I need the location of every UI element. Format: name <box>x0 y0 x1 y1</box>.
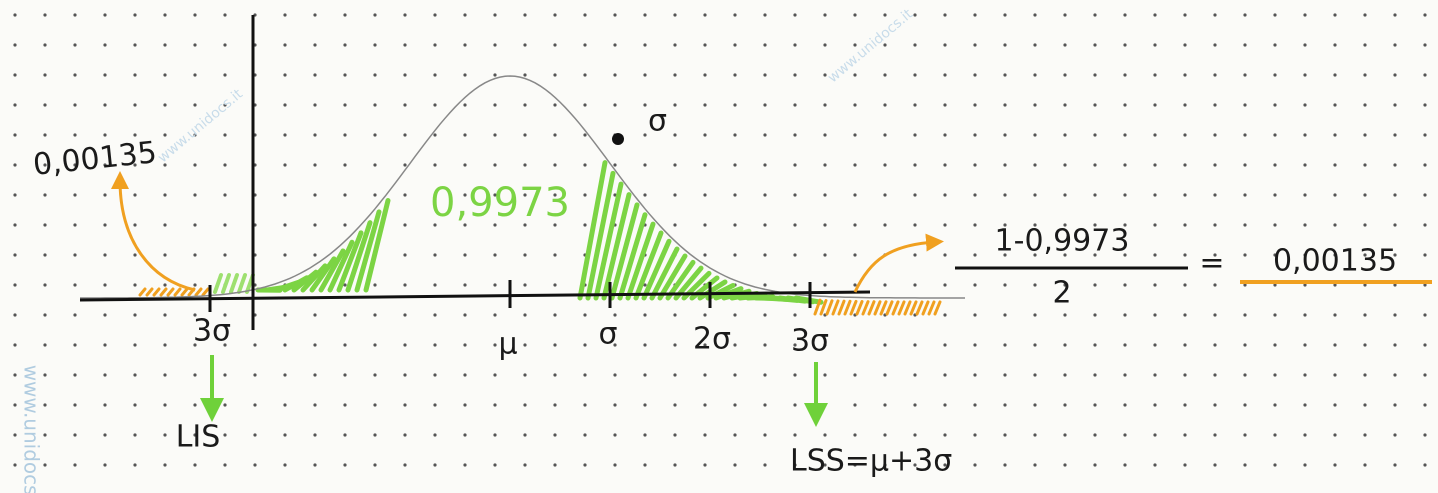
center-label: 0,9973 <box>430 180 570 226</box>
sigma-point <box>612 133 624 145</box>
sigma-point-label: σ <box>648 104 667 139</box>
axis-label: σ <box>598 317 617 352</box>
axis-label: 3σ <box>193 314 231 349</box>
axis-label: 3σ <box>791 324 829 359</box>
formula-numerator: 1-0,9973 <box>995 224 1130 259</box>
diagram: σ 0,00135 0,9973 3σ μ σ 2σ 3σ LIS LSS=μ+… <box>0 0 1438 493</box>
formula-equals: = <box>1199 246 1224 281</box>
axis-label: 2σ <box>693 322 731 357</box>
watermark: www.unidocs.it <box>20 365 44 493</box>
formula-denominator: 2 <box>1052 276 1071 311</box>
formula-result: 0,00135 <box>1273 244 1397 279</box>
upper-limit: LSS=μ+3σ <box>790 444 952 479</box>
axis-label: μ <box>498 327 517 362</box>
lower-limit: LIS <box>176 420 221 455</box>
